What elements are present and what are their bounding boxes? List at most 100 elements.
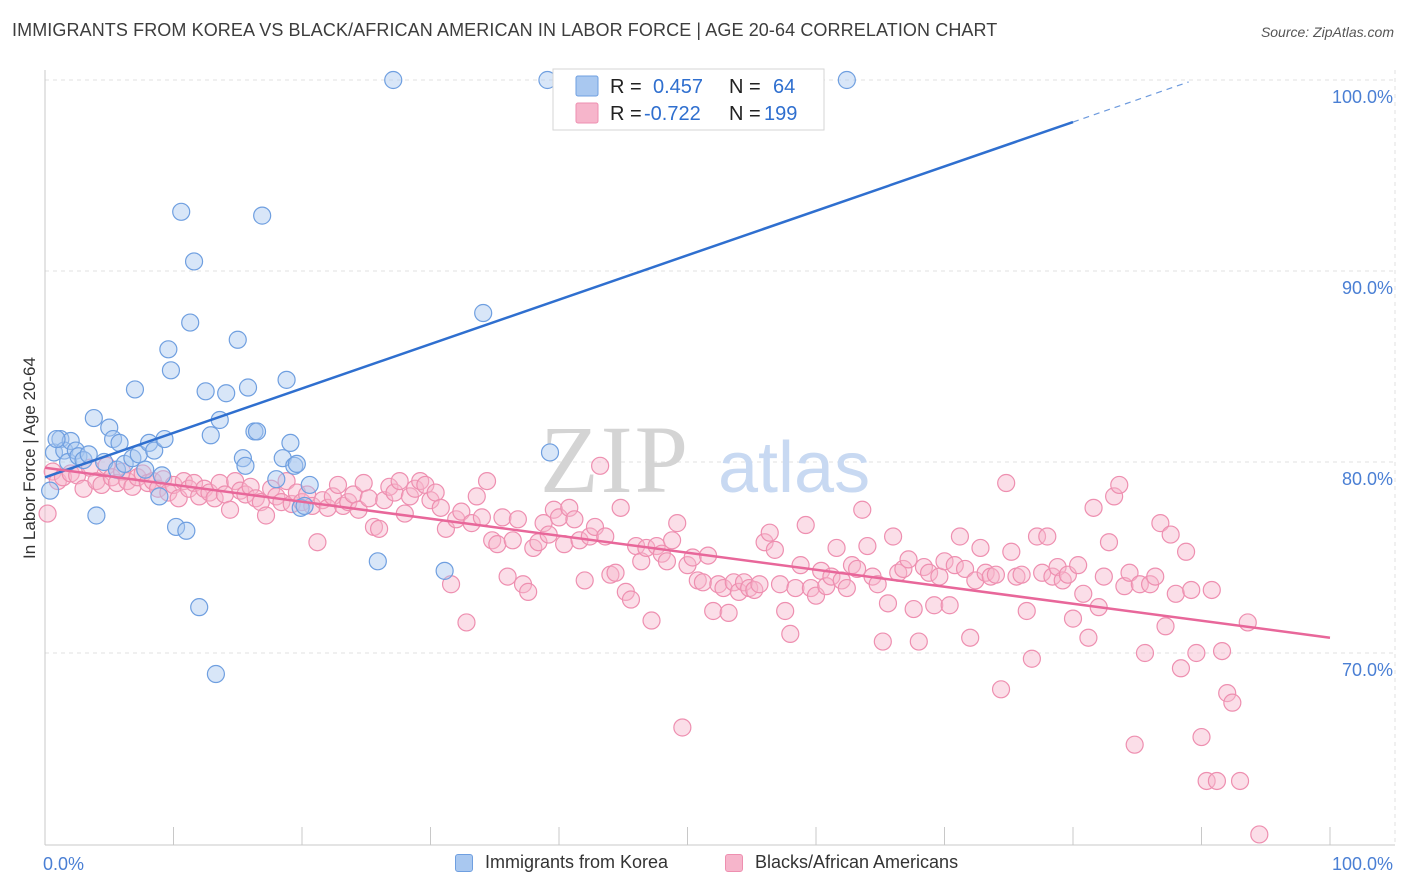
korea-point xyxy=(295,496,314,516)
black-point xyxy=(904,599,923,619)
korea-point xyxy=(41,481,60,500)
black-point xyxy=(1212,641,1232,661)
black-point xyxy=(1171,659,1191,678)
black-point xyxy=(493,508,512,527)
black-point xyxy=(930,567,949,586)
black-point xyxy=(1192,727,1211,747)
korea-point xyxy=(253,206,272,225)
black-point xyxy=(945,556,964,575)
black-point xyxy=(729,582,749,601)
korea-point xyxy=(84,408,103,428)
black-point xyxy=(1197,771,1216,791)
chart-title: IMMIGRANTS FROM KOREA VS BLACK/AFRICAN A… xyxy=(12,20,998,40)
legend-n-value-2: 199 xyxy=(764,103,797,125)
black-point xyxy=(868,575,887,594)
legend-swatch-pink xyxy=(575,102,599,124)
black-point xyxy=(354,473,373,493)
black-point xyxy=(560,498,579,517)
black-point xyxy=(1187,643,1206,663)
black-point xyxy=(370,519,389,538)
black-point xyxy=(467,487,486,506)
legend-r-label-2: R = xyxy=(610,103,642,125)
black-point xyxy=(1135,643,1155,663)
y-tick-label: 100.0% xyxy=(1332,87,1393,107)
korea-point xyxy=(285,456,304,475)
trend-lines xyxy=(44,81,1331,639)
korea-point xyxy=(435,561,454,580)
black-point xyxy=(765,540,784,559)
black-point xyxy=(719,603,738,622)
black-point xyxy=(1053,571,1072,590)
tick-labels: 100.0% 90.0% 80.0% 70.0% 0.0% 100.0% xyxy=(43,87,1393,874)
y-tick-label: 80.0% xyxy=(1342,469,1393,489)
black-point xyxy=(657,552,677,571)
black-point xyxy=(668,514,687,533)
axes xyxy=(44,70,1395,846)
stats-legend: R = 0.457 N = 64 R = -0.722 N = 199 xyxy=(552,68,825,131)
black-point xyxy=(1027,527,1047,546)
legend-n-value-1: 64 xyxy=(773,76,795,98)
black-point xyxy=(1176,542,1196,561)
black-point xyxy=(914,557,934,577)
korea-point xyxy=(238,378,258,397)
black-point xyxy=(477,472,497,491)
black-point xyxy=(503,531,522,550)
black-point xyxy=(1115,577,1134,596)
black-point xyxy=(1048,557,1067,577)
black-point xyxy=(1017,601,1036,621)
black-point xyxy=(308,533,327,552)
legend-label-korea: Immigrants from Korea xyxy=(485,852,669,872)
black-point xyxy=(827,538,846,558)
black-point xyxy=(714,578,733,598)
korea-point xyxy=(100,418,119,437)
black-point xyxy=(734,573,754,592)
black-point xyxy=(642,611,661,630)
black-point xyxy=(750,575,769,594)
black-point xyxy=(375,491,394,510)
korea-point xyxy=(384,70,403,90)
korea-point xyxy=(277,370,296,389)
black-point xyxy=(961,628,980,647)
black-trend-line xyxy=(44,466,1331,639)
black-point xyxy=(328,475,348,495)
korea-point xyxy=(267,470,286,489)
black-point xyxy=(1156,617,1175,636)
black-point xyxy=(380,477,399,496)
korea-point xyxy=(87,506,106,525)
black-point xyxy=(1012,565,1031,584)
black-point xyxy=(899,550,918,569)
korea-point xyxy=(184,252,204,271)
black-point xyxy=(1079,628,1098,647)
black-point xyxy=(966,571,985,590)
legend-r-value-2: -0.722 xyxy=(644,103,701,125)
black-point xyxy=(1182,580,1201,600)
black-point xyxy=(878,594,898,613)
black-point xyxy=(991,680,1011,699)
black-point xyxy=(426,483,445,502)
watermark: ZIP atlas xyxy=(540,406,870,513)
korea-point xyxy=(247,422,267,441)
black-point xyxy=(1218,684,1237,703)
black-point xyxy=(919,563,939,582)
legend-r-label-1: R = xyxy=(610,76,642,98)
black-point xyxy=(565,510,584,529)
black-point xyxy=(1146,567,1165,586)
korea-point xyxy=(228,330,247,349)
korea-point xyxy=(145,441,164,460)
y-tick-label: 70.0% xyxy=(1342,660,1393,680)
korea-point xyxy=(177,521,196,540)
black-point xyxy=(611,498,630,517)
korea-point xyxy=(196,382,215,401)
black-point xyxy=(693,573,713,592)
black-point xyxy=(508,510,527,529)
black-point xyxy=(457,613,476,632)
legend-swatch-korea xyxy=(455,853,473,872)
black-point xyxy=(1043,567,1062,586)
black-point xyxy=(1105,487,1124,506)
black-point xyxy=(1084,498,1103,517)
black-point xyxy=(1151,514,1170,533)
black-point xyxy=(220,500,240,519)
black-point xyxy=(1038,527,1057,546)
korea-point xyxy=(172,202,191,221)
legend-label-black: Blacks/African Americans xyxy=(755,852,959,872)
